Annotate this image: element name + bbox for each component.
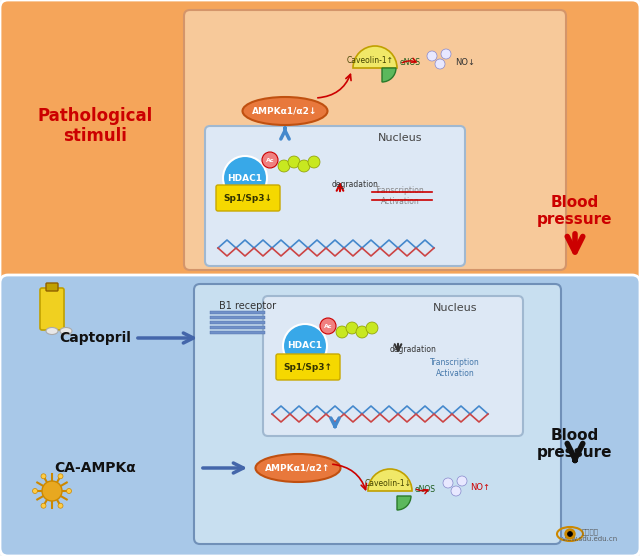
Text: degradation: degradation [332, 180, 379, 188]
Circle shape [283, 324, 327, 368]
Circle shape [336, 326, 348, 338]
Circle shape [346, 322, 358, 334]
Circle shape [568, 532, 573, 537]
Circle shape [42, 481, 62, 501]
Text: Blood
pressure: Blood pressure [537, 195, 612, 227]
Wedge shape [368, 469, 412, 491]
Text: Blood
pressure: Blood pressure [537, 428, 612, 460]
Circle shape [427, 51, 437, 61]
Text: AMPKα1/α2↑: AMPKα1/α2↑ [266, 464, 331, 473]
Circle shape [320, 318, 336, 334]
Circle shape [435, 59, 445, 69]
Circle shape [298, 160, 310, 172]
Text: Captopril: Captopril [59, 331, 131, 345]
FancyBboxPatch shape [0, 275, 640, 556]
Circle shape [278, 160, 290, 172]
FancyBboxPatch shape [194, 284, 561, 544]
FancyBboxPatch shape [216, 185, 280, 211]
FancyBboxPatch shape [205, 126, 465, 266]
FancyBboxPatch shape [276, 354, 340, 380]
FancyBboxPatch shape [210, 310, 265, 314]
FancyBboxPatch shape [210, 315, 265, 319]
Wedge shape [353, 46, 397, 68]
Text: CA-AMPKα: CA-AMPKα [54, 461, 136, 475]
Text: Caveolin-1↓: Caveolin-1↓ [365, 479, 412, 488]
FancyBboxPatch shape [46, 283, 58, 291]
Circle shape [356, 326, 368, 338]
FancyBboxPatch shape [184, 10, 566, 270]
Circle shape [308, 156, 320, 168]
Wedge shape [397, 496, 411, 510]
Text: Pathological
stimuli: Pathological stimuli [37, 107, 152, 146]
Wedge shape [382, 68, 396, 82]
Circle shape [565, 529, 575, 539]
Ellipse shape [255, 454, 340, 482]
FancyBboxPatch shape [210, 330, 265, 334]
Circle shape [33, 489, 38, 494]
Circle shape [451, 486, 461, 496]
Text: B1 receptor: B1 receptor [220, 301, 276, 311]
FancyBboxPatch shape [40, 288, 64, 330]
Circle shape [223, 156, 267, 200]
Text: HDAC1: HDAC1 [227, 173, 262, 182]
FancyBboxPatch shape [263, 296, 523, 436]
Text: Ac: Ac [324, 324, 332, 329]
Text: Sp1/Sp3↑: Sp1/Sp3↑ [284, 363, 333, 371]
Text: degradation: degradation [390, 345, 437, 354]
Circle shape [288, 156, 300, 168]
Text: NO↑: NO↑ [470, 484, 490, 493]
Circle shape [41, 474, 46, 479]
FancyBboxPatch shape [210, 325, 265, 329]
Circle shape [67, 489, 72, 494]
Text: Nucleus: Nucleus [433, 303, 477, 313]
Circle shape [441, 49, 451, 59]
Ellipse shape [46, 327, 58, 335]
FancyBboxPatch shape [210, 320, 265, 324]
FancyBboxPatch shape [0, 0, 640, 284]
Circle shape [58, 503, 63, 508]
Ellipse shape [60, 327, 72, 335]
Text: HDAC1: HDAC1 [287, 341, 323, 350]
Ellipse shape [243, 97, 328, 125]
Circle shape [443, 478, 453, 488]
Circle shape [262, 152, 278, 168]
Circle shape [41, 503, 46, 508]
Text: Transcription
Activation: Transcription Activation [375, 186, 425, 206]
Text: Transcription
Activation: Transcription Activation [430, 358, 480, 378]
Text: 山大视点
view.sdu.edu.cn: 山大视点 view.sdu.edu.cn [562, 528, 618, 542]
Circle shape [58, 474, 63, 479]
Text: Nucleus: Nucleus [378, 133, 422, 143]
Text: eNOS: eNOS [400, 57, 421, 67]
Text: Ac: Ac [266, 157, 275, 162]
Circle shape [366, 322, 378, 334]
Text: AMPKα1/α2↓: AMPKα1/α2↓ [252, 107, 317, 116]
Text: NO↓: NO↓ [455, 57, 475, 67]
Text: Sp1/Sp3↓: Sp1/Sp3↓ [223, 193, 273, 202]
Text: Caveolin-1↑: Caveolin-1↑ [346, 56, 394, 64]
Circle shape [457, 476, 467, 486]
Text: eNOS: eNOS [415, 485, 436, 494]
